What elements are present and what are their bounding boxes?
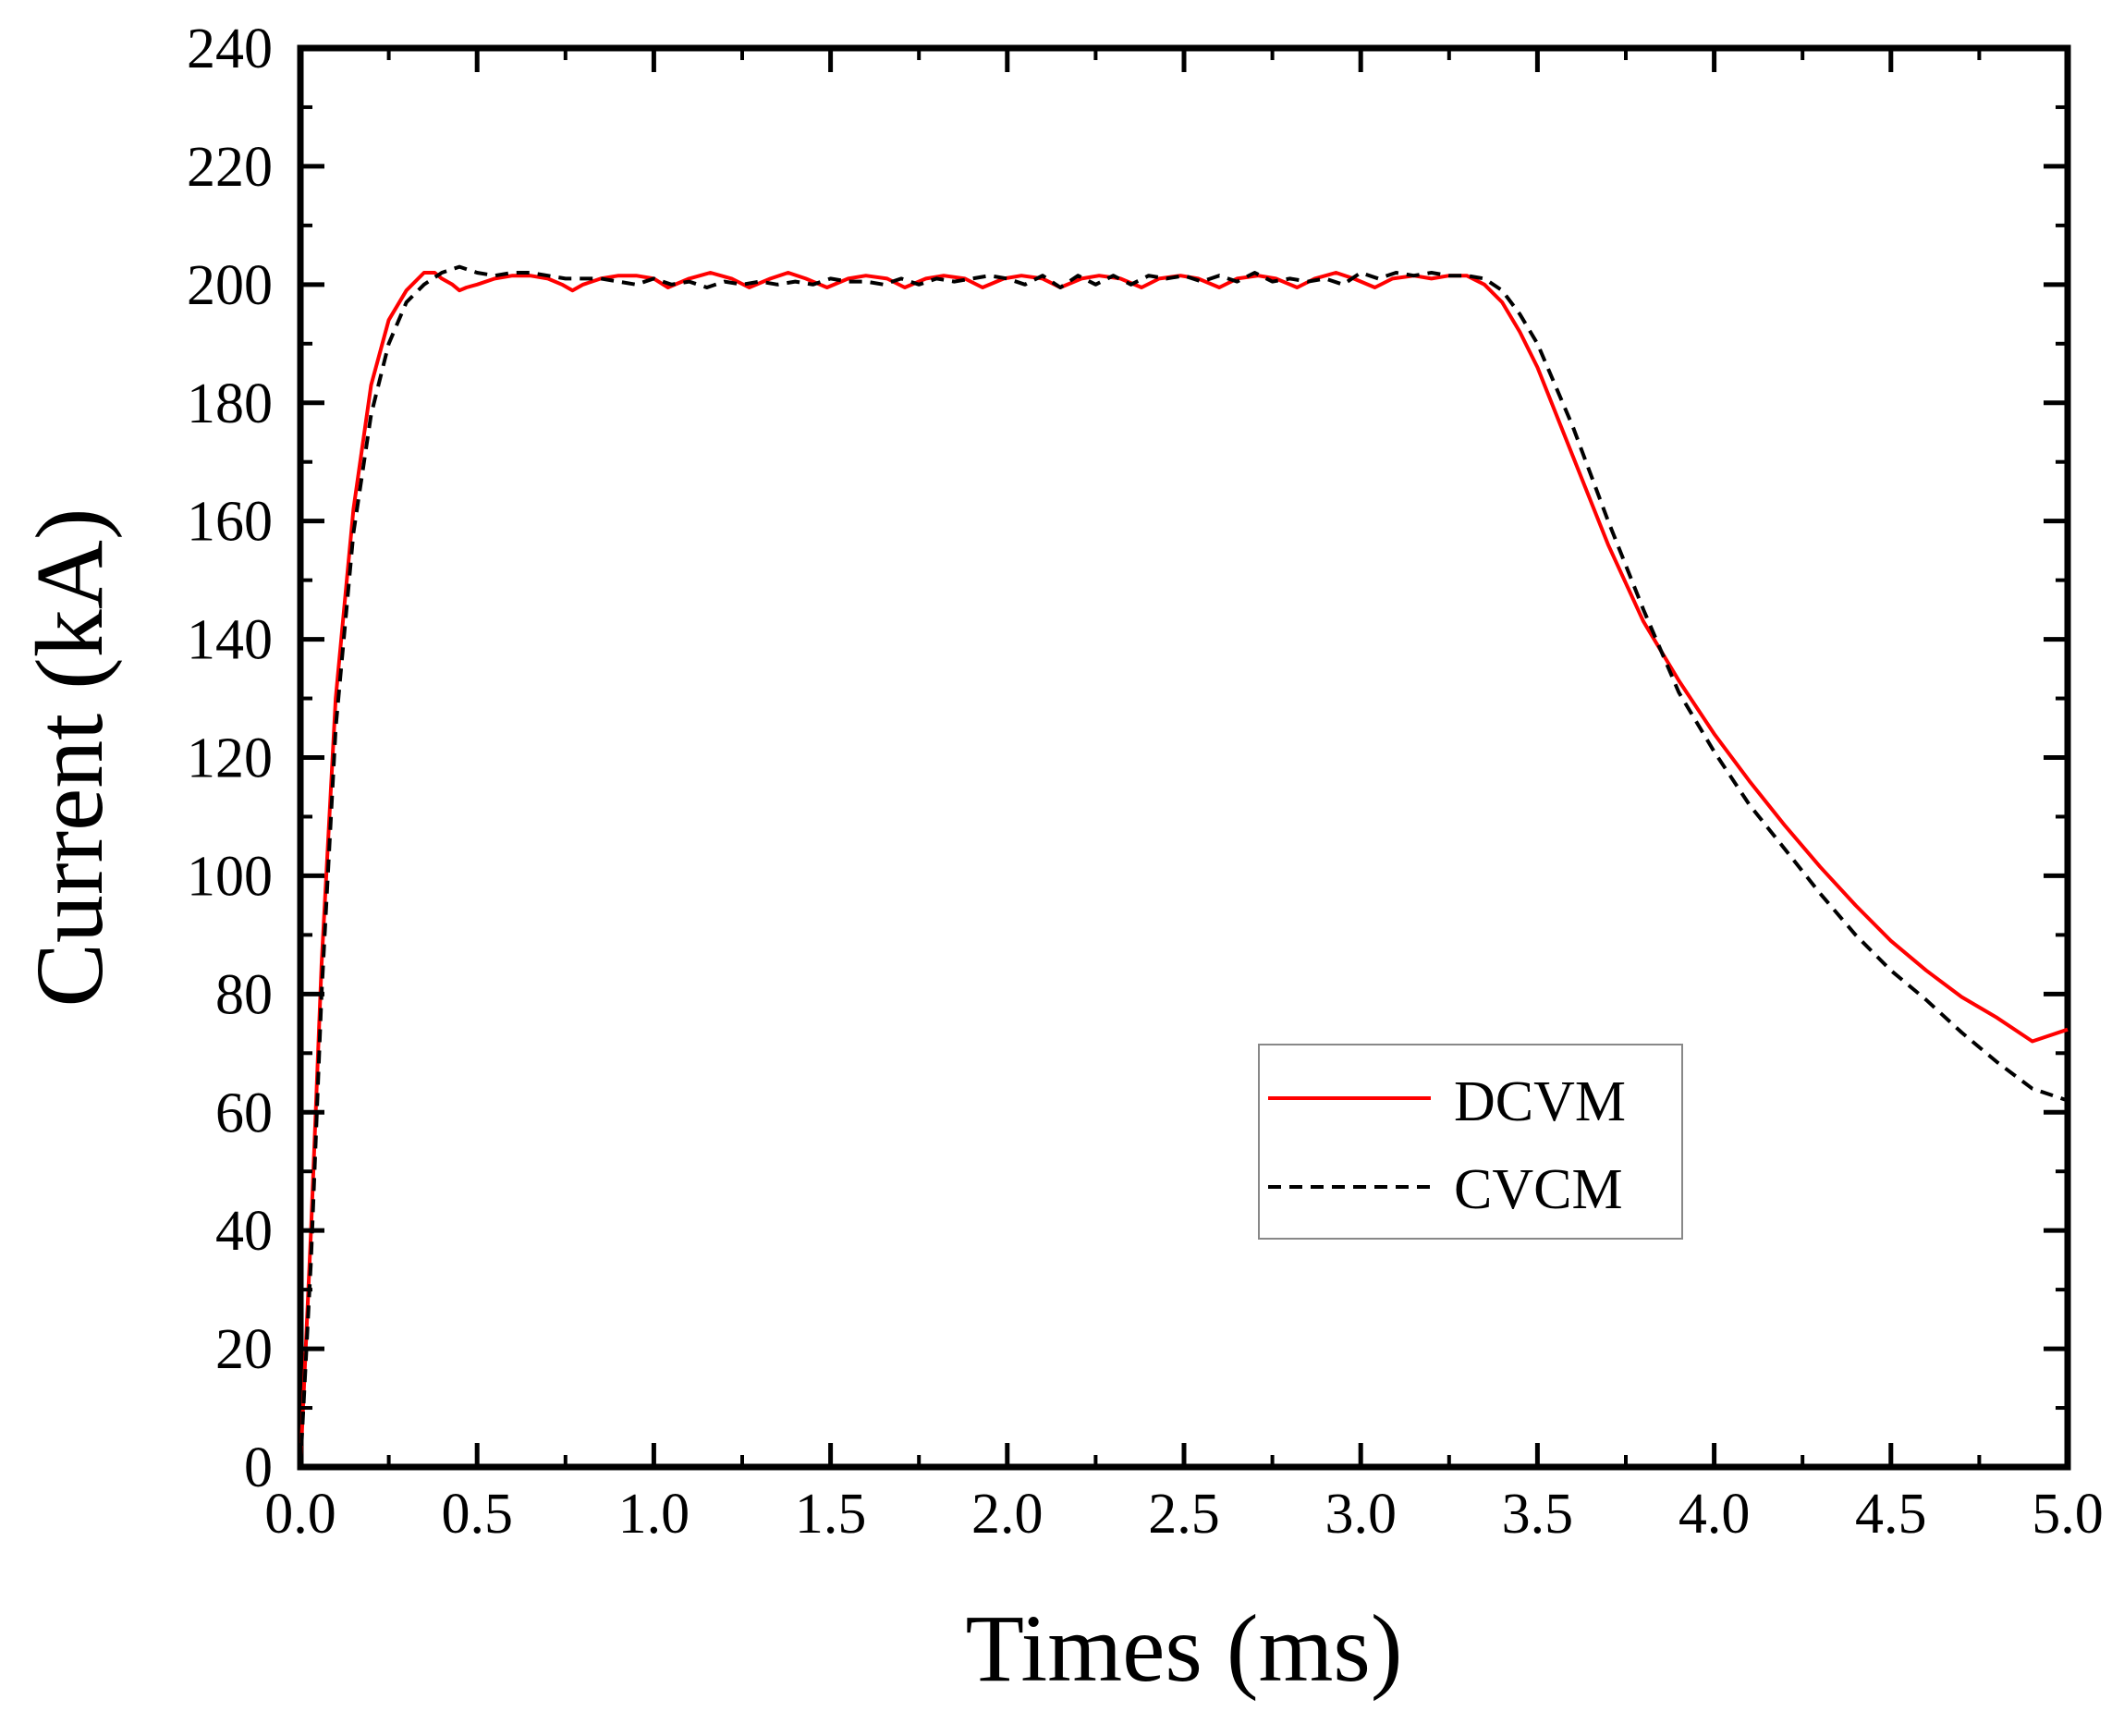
y-tick-label: 80 <box>215 963 273 1026</box>
x-tick-label: 3.0 <box>1324 1483 1397 1546</box>
series-line-cvcm <box>299 264 2069 1468</box>
legend-box <box>1258 1044 1683 1240</box>
y-tick-label: 0 <box>244 1436 273 1499</box>
x-tick-label: 3.5 <box>1502 1483 1574 1546</box>
x-tick-label: 4.5 <box>1855 1483 1927 1546</box>
y-tick-label: 220 <box>187 136 273 199</box>
y-tick-label: 240 <box>187 18 273 80</box>
x-tick-label: 2.5 <box>1148 1483 1220 1546</box>
series-layer <box>299 264 2069 1468</box>
legend: DCVM CVCM <box>1258 1044 1683 1240</box>
legend-label-dcvm: DCVM <box>1454 1070 1626 1133</box>
y-tick-label: 100 <box>187 845 273 908</box>
plot-area: 0.0 0.5 1.0 1.5 2.0 2.5 3.0 3.5 4.0 4.5 5.0 0 20 40 6… <box>187 18 2104 1546</box>
x-tick-label: 1.5 <box>795 1483 867 1546</box>
y-tick-label: 20 <box>215 1318 273 1381</box>
plot-frame <box>297 44 2071 1471</box>
y-ticks: 0 20 40 60 80 100 120 140 160 180 200 220 240 <box>187 18 2068 1499</box>
x-tick-label: 0.5 <box>441 1483 513 1546</box>
series-line-dcvm <box>299 271 2069 1468</box>
x-tick-label: 2.0 <box>971 1483 1044 1546</box>
y-axis-title: Current (kA) <box>17 507 123 1007</box>
x-tick-label: 1.0 <box>618 1483 690 1546</box>
y-tick-label: 180 <box>187 373 273 435</box>
x-tick-label: 0.0 <box>264 1483 336 1546</box>
x-tick-label: 4.0 <box>1678 1483 1751 1546</box>
y-tick-label: 200 <box>187 254 273 317</box>
legend-label-cvcm: CVCM <box>1454 1158 1623 1221</box>
y-tick-label: 120 <box>187 727 273 790</box>
x-axis-title: Times (ms) <box>966 1595 1403 1702</box>
y-tick-label: 140 <box>187 609 273 672</box>
y-tick-label: 40 <box>215 1200 273 1263</box>
x-ticks: 0.0 0.5 1.0 1.5 2.0 2.5 3.0 3.5 4.0 4.5 5.0 <box>264 48 2104 1546</box>
x-tick-label: 5.0 <box>2032 1483 2104 1546</box>
y-tick-label: 60 <box>215 1082 273 1144</box>
y-tick-label: 160 <box>187 491 273 554</box>
